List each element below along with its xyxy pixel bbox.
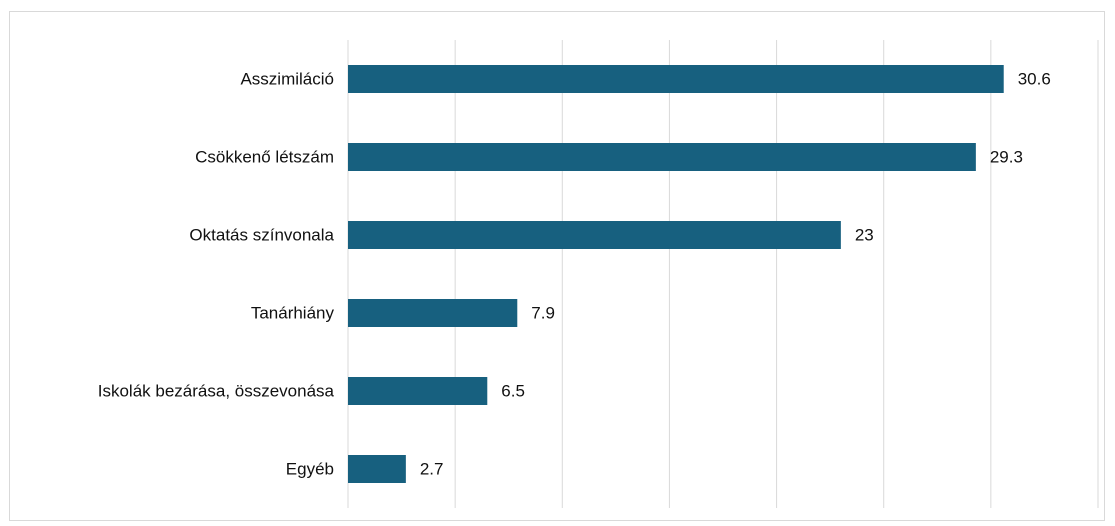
bars [348, 65, 1004, 483]
bar [348, 299, 518, 327]
bar [348, 377, 488, 405]
bar [348, 65, 1004, 93]
value-label: 29.3 [990, 148, 1023, 167]
category-labels: Asszimiláció Csökkenő létszám Oktatás szín… [98, 70, 335, 479]
category-label: Egyéb [286, 460, 334, 479]
value-label: 30.6 [1018, 70, 1051, 89]
category-label: Csökkenő létszám [195, 148, 334, 167]
category-label: Asszimiláció [240, 70, 334, 89]
gridlines [347, 40, 1099, 508]
bar [348, 143, 976, 171]
category-label: Iskolák bezárása, összevonása [98, 382, 335, 401]
chart-frame [9, 11, 1105, 521]
value-label: 2.7 [420, 460, 444, 479]
value-labels: 30.6 29.3 23 7.9 6.5 2.7 [420, 70, 1051, 479]
value-label: 6.5 [501, 382, 525, 401]
value-label: 23 [855, 226, 874, 245]
value-label: 7.9 [531, 304, 555, 323]
category-label: Tanárhiány [251, 304, 335, 323]
bar [348, 221, 841, 249]
bar [348, 455, 406, 483]
category-label: Oktatás színvonala [189, 226, 334, 245]
